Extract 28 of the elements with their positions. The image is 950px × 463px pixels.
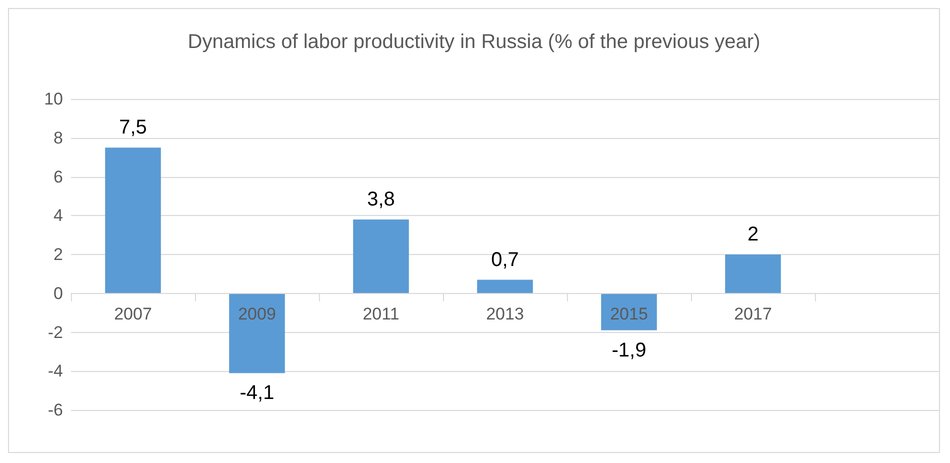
y-tick-label: -4 — [48, 362, 63, 381]
y-tick-label: 2 — [54, 245, 63, 264]
x-tick-label: 2015 — [610, 304, 648, 324]
bar — [601, 293, 657, 330]
bar — [105, 148, 161, 294]
x-tick-label: 2011 — [362, 304, 400, 324]
y-tick-label: 4 — [54, 206, 63, 226]
data-label: 7,5 — [119, 116, 147, 139]
y-tick-label: 0 — [54, 284, 63, 303]
bar — [353, 220, 409, 294]
x-tick-label: 2013 — [486, 304, 524, 324]
y-tick-label: 8 — [54, 128, 63, 148]
y-tick-label: -6 — [48, 400, 63, 420]
data-label: 3,8 — [367, 188, 395, 211]
y-tick-label: -2 — [48, 322, 63, 342]
data-label: -1,9 — [612, 339, 646, 362]
data-label: -4,1 — [240, 382, 274, 404]
y-tick-label: 6 — [54, 167, 63, 186]
chart-title: Dynamics of labor productivity in Russia (% of the previous year) — [188, 31, 760, 53]
bar — [477, 280, 533, 294]
y-tick-label: 10 — [44, 90, 63, 108]
bar — [725, 254, 781, 294]
x-tick-label: 2007 — [114, 304, 152, 324]
x-tick-label: 2017 — [734, 304, 772, 324]
data-label: 0,7 — [491, 248, 519, 271]
bar — [229, 293, 285, 374]
data-label: 2 — [747, 224, 759, 246]
x-tick-label: 2009 — [238, 304, 276, 324]
